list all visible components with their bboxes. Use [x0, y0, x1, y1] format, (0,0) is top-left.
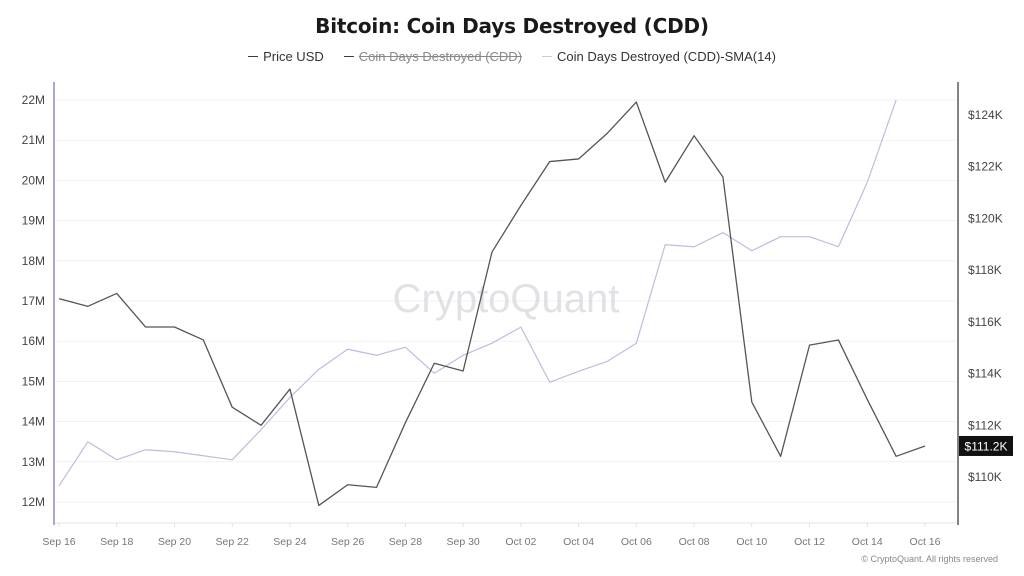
y-left-tick-label: 15M — [22, 374, 45, 388]
x-tick-label: Sep 20 — [158, 536, 191, 548]
legend-label: Coin Days Destroyed (CDD)-SMA(14) — [557, 49, 776, 64]
x-tick-label: Oct 08 — [679, 536, 710, 548]
x-tick-label: Oct 04 — [563, 536, 594, 548]
watermark: CryptoQuant — [393, 277, 620, 321]
y-left-tick-label: 18M — [22, 254, 45, 268]
price-usd-line[interactable] — [58, 101, 926, 507]
y-left-tick-label: 12M — [22, 495, 45, 509]
x-tick-label: Oct 02 — [505, 536, 536, 548]
x-tick-label: Sep 24 — [273, 536, 306, 548]
legend-item-price-usd[interactable]: Price USD — [248, 49, 324, 64]
line-swatch-icon — [248, 56, 259, 57]
y-left-tick-label: 14M — [22, 415, 45, 429]
legend-label: Coin Days Destroyed (CDD) — [358, 49, 523, 64]
y-right-tick-label: $114K — [968, 367, 1002, 381]
x-tick-label: Sep 22 — [216, 536, 249, 548]
y-right-tick-label: $110K — [968, 470, 1002, 484]
copyright-footer: © CryptoQuant. All rights reserved — [861, 554, 998, 564]
price-marker-badge — [959, 435, 1013, 456]
x-tick-label: Sep 16 — [42, 536, 75, 548]
y-left-tick-label: 19M — [22, 214, 45, 228]
x-tick-label: Oct 16 — [910, 536, 941, 548]
y-right-tick-label: $124K — [968, 108, 1003, 122]
line-swatch-icon — [343, 56, 354, 57]
y-right-tick-label: $122K — [968, 160, 1003, 174]
x-tick-label: Oct 10 — [736, 536, 767, 548]
y-left-tick-label: 17M — [22, 294, 45, 308]
price-marker-label: $111.2K — [965, 439, 1008, 453]
x-tick-label: Sep 30 — [446, 536, 479, 548]
cdd-sma14-line[interactable] — [58, 99, 897, 487]
y-left-tick-label: 13M — [22, 455, 45, 469]
x-tick-label: Sep 26 — [331, 536, 364, 548]
y-right-tick-label: $116K — [968, 315, 1002, 329]
legend-item-cdd-sma14[interactable]: Coin Days Destroyed (CDD)-SMA(14) — [542, 49, 776, 64]
chart-legend: Price USD Coin Days Destroyed (CDD) Coin… — [0, 49, 1024, 64]
y-right-tick-label: $120K — [968, 211, 1003, 225]
y-left-tick-label: 21M — [22, 133, 45, 147]
x-tick-label: Oct 14 — [852, 536, 883, 548]
y-right-tick-label: $112K — [968, 418, 1002, 432]
chart-title: Bitcoin: Coin Days Destroyed (CDD) — [315, 14, 709, 38]
legend-label: Price USD — [263, 49, 324, 64]
y-right-tick-label: $118K — [968, 263, 1002, 277]
x-tick-label: Oct 12 — [794, 536, 825, 548]
y-left-tick-label: 22M — [22, 93, 45, 107]
x-tick-label: Sep 18 — [100, 536, 133, 548]
line-swatch-icon — [542, 56, 553, 57]
y-left-tick-label: 16M — [22, 334, 45, 348]
x-tick-label: Sep 28 — [389, 536, 422, 548]
y-left-tick-label: 20M — [22, 173, 45, 187]
legend-item-cdd[interactable]: Coin Days Destroyed (CDD) — [343, 49, 523, 64]
x-tick-label: Oct 06 — [621, 536, 652, 548]
